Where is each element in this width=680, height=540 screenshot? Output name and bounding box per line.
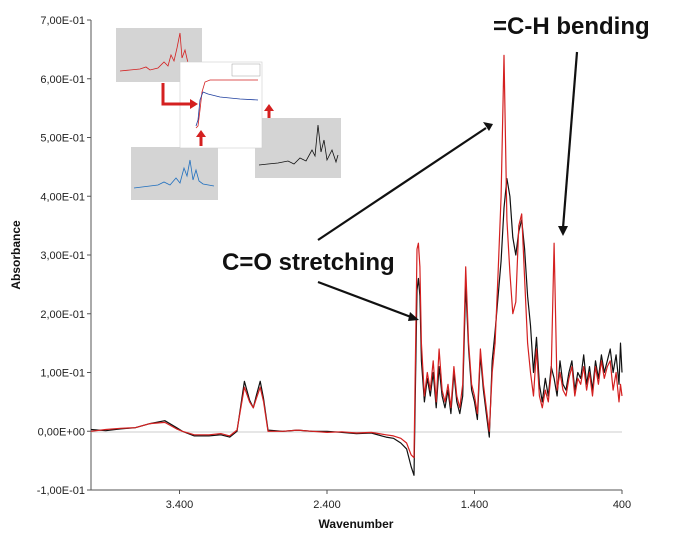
y-tick-label: 0,00E+00 [38, 426, 85, 438]
y-axis-title: Absorbance [9, 220, 23, 290]
x-tick-label: 400 [613, 499, 631, 511]
inset-arrow-up-left-head [196, 130, 206, 137]
y-tick-label: 1,00E-01 [40, 368, 85, 380]
inset-diagram [116, 28, 341, 200]
y-tick-group: -1,00E-01 0,00E+00 1,00E-01 2,00E-01 3,00E-0… [37, 15, 91, 497]
y-tick-label: 7,00E-01 [40, 15, 85, 27]
x-tick-label: 1.400 [461, 499, 489, 511]
series-line-0 [90, 178, 623, 476]
y-tick-label: 5,00E-01 [40, 133, 85, 145]
y-tick-label: 3,00E-01 [40, 250, 85, 262]
inset-kinetic-red [195, 79, 258, 129]
arrow-co-upper-head [483, 122, 493, 131]
series-layer [90, 54, 623, 476]
inset-blue-spectrum [131, 147, 218, 200]
y-tick-label: 2,00E-01 [40, 309, 85, 321]
annotation-co-stretching: C=O stretching [222, 249, 395, 276]
annotation-ch-bending: =C-H bending [493, 13, 650, 40]
x-tick-label: 3.400 [166, 499, 194, 511]
inset-arrow-up-right-head [264, 104, 274, 111]
x-tick-group: 3.400 2.400 1.400 400 [166, 490, 631, 511]
inset-arrow-red [161, 83, 190, 106]
y-tick-label: 6,00E-01 [40, 74, 85, 86]
series-line-1 [90, 54, 623, 459]
y-tick-label: -1,00E-01 [37, 485, 85, 497]
inset-legend [231, 63, 261, 77]
x-axis-title: Wavenumber [319, 517, 394, 531]
inset-black-trace [258, 124, 339, 166]
y-tick-label: 4,00E-01 [40, 191, 85, 203]
arrow-co-lower-head [408, 312, 419, 321]
arrow-co-upper [317, 127, 487, 241]
arrow-co-lower [317, 280, 412, 319]
inset-arrow-red-head [190, 99, 198, 109]
inset-red-trace [119, 32, 199, 72]
annotation-arrows [317, 51, 579, 321]
inset-blue-trace [133, 159, 215, 189]
inset-black-spectrum [255, 118, 341, 178]
x-tick-label: 2.400 [313, 499, 341, 511]
arrow-ch-bending-head [558, 226, 568, 236]
inset-kinetic-blue [195, 91, 259, 127]
arrow-ch-bending [561, 51, 579, 229]
